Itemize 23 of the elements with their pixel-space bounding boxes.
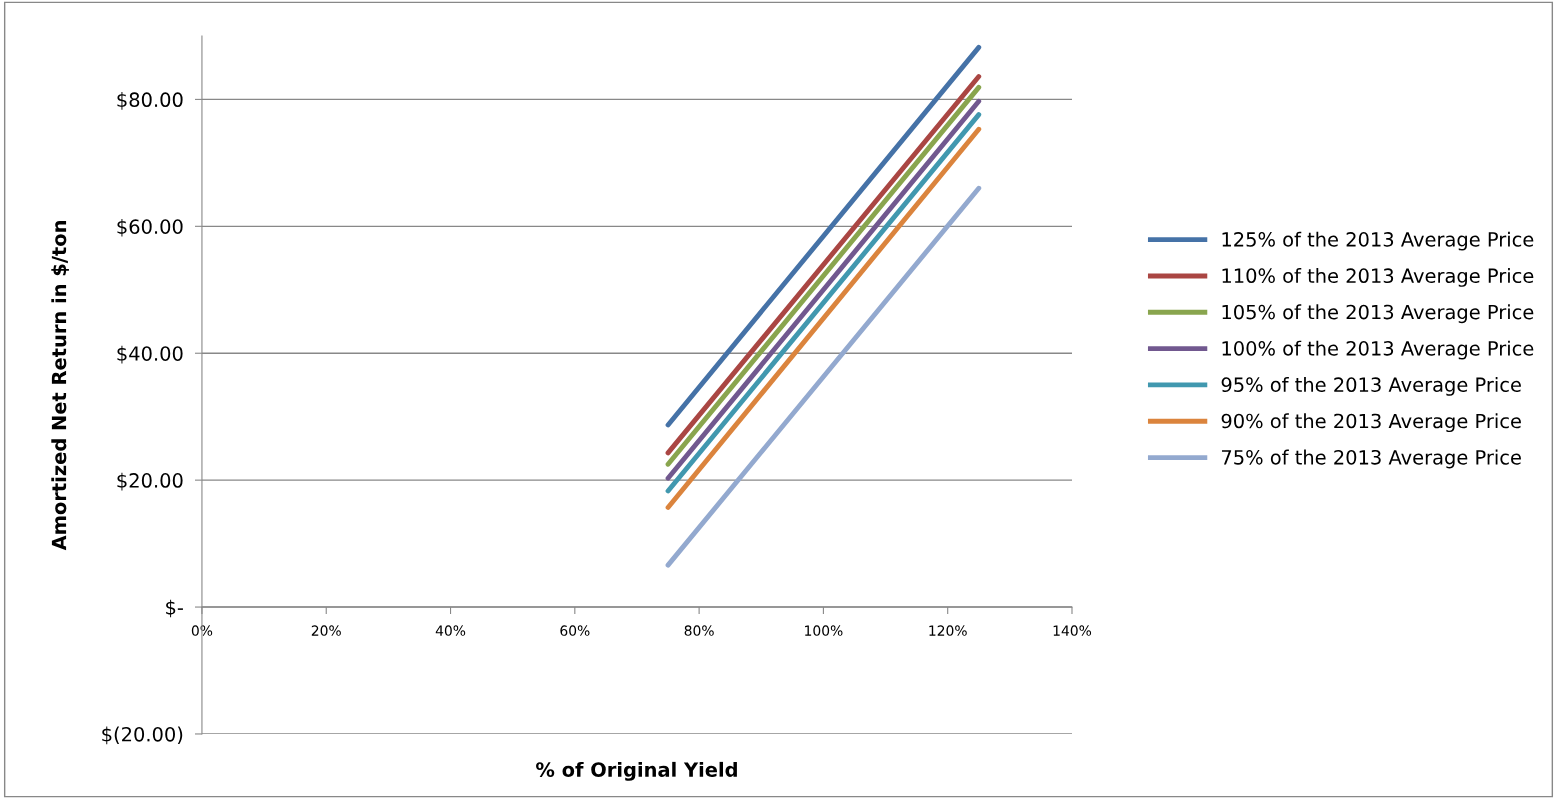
x-tick-label: 20% [311, 625, 341, 636]
y-tick-label: $40.00 [117, 345, 183, 364]
x-tick-label: 0% [191, 625, 213, 636]
x-tick-label: 100% [805, 625, 843, 636]
x-axis-title: % of Original Yield [536, 761, 737, 781]
legend-label: 75% of the 2013 Average Price [1221, 449, 1521, 469]
legend-label: 125% of the 2013 Average Price [1222, 231, 1534, 251]
legend-label: 100% of the 2013 Average Price [1222, 340, 1534, 360]
y-tick-label: $80.00 [117, 92, 183, 110]
x-tick-label: 60% [560, 625, 590, 636]
legend-label: 105% of the 2013 Average Price [1222, 304, 1534, 324]
y-tick-label: $60.00 [117, 218, 183, 237]
legend-label: 95% of the 2013 Average Price [1221, 376, 1521, 396]
y-tick-label: $(20.00) [102, 726, 183, 745]
y-axis-title: Amortized Net Return in $/ton [51, 221, 69, 551]
x-tick-label: 40% [435, 625, 466, 636]
y-tick-label: $20.00 [117, 472, 183, 491]
x-tick-label: 140% [1053, 625, 1092, 636]
x-tick-label: 120% [929, 625, 967, 636]
x-tick-label: 80% [684, 625, 714, 636]
legend-label: 90% of the 2013 Average Price [1221, 413, 1521, 433]
y-tick-label: $- [166, 599, 183, 618]
legend-label: 110% of the 2013 Average Price [1222, 268, 1534, 287]
